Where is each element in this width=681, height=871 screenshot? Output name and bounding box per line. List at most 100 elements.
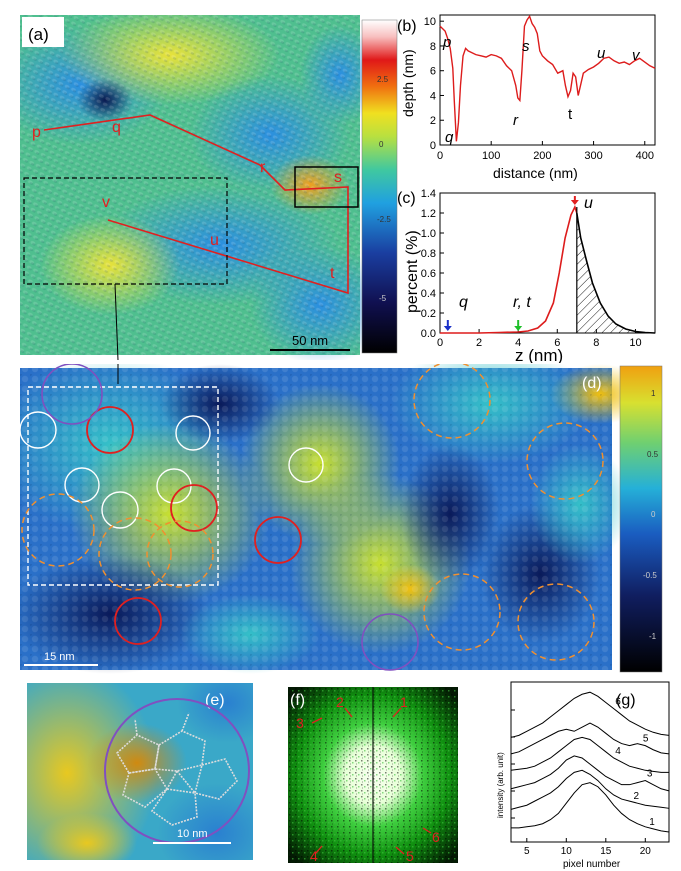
circles-purple <box>41 364 419 671</box>
panel-g-frame <box>510 681 670 843</box>
annot-b-s: s <box>522 38 530 55</box>
dashed-box-a <box>23 177 228 285</box>
colorbar-a-tick-0: 2.5 <box>377 75 389 84</box>
annot-b-u: u <box>597 45 606 62</box>
g-series-1-label: 1 <box>649 817 655 828</box>
g-series-6-line <box>510 691 670 738</box>
c-ytick-label-5: 1.0 <box>421 228 436 240</box>
panel-b: 0 100 200 300 400 0 2 4 6 8 10 (b) depth (nm) dist… <box>397 14 656 181</box>
colorbar-a-tick-2: -2.5 <box>377 215 391 224</box>
hatched-region <box>576 213 655 333</box>
panel-g-label: (g) <box>616 692 636 709</box>
point-r: r <box>260 159 266 176</box>
c-arrow-head-1 <box>514 326 523 331</box>
b-ytick-label-0: 0 <box>430 140 436 152</box>
fft-marker-1: 1 <box>400 694 408 710</box>
c-ytick-label-1: 0.2 <box>421 308 436 320</box>
panel-c: 0 2 4 6 8 10 0.0 0.2 0.4 0.6 0.8 1.0 1.2 1.4 (c) perc… <box>397 188 656 363</box>
b-xtick-label-1: 100 <box>482 150 500 162</box>
colorbar-a: 2.5 0 -2.5 -5 <box>361 19 398 354</box>
panel-c-ylabel: percent (%) <box>404 230 421 313</box>
panel-c-frame <box>439 192 656 334</box>
b-ytick-label-4: 8 <box>430 41 436 53</box>
fft-marker-4: 4 <box>310 848 318 863</box>
b-ytick-label-2: 4 <box>430 90 436 102</box>
c-ytick-label-4: 0.8 <box>421 248 436 260</box>
g-xtick-label-1: 10 <box>561 846 573 857</box>
scalebar-e-label: 10 nm <box>177 828 208 840</box>
panel-b-ylabel: depth (nm) <box>400 49 416 117</box>
point-q: q <box>112 119 121 136</box>
c-ytick-label-7: 1.4 <box>421 188 436 200</box>
g-series-5-line <box>510 722 670 755</box>
c-xtick-label-4: 8 <box>593 337 599 349</box>
panel-g-xlabel: pixel number <box>563 859 621 870</box>
point-v: v <box>102 194 110 211</box>
depth-profile-line <box>439 14 656 142</box>
g-series-2-label: 2 <box>633 791 639 802</box>
colorbar-a-tick-1: 0 <box>379 140 384 149</box>
g-series-1-line <box>511 782 670 833</box>
panel-f: (f) 1 2 3 4 5 6 <box>288 687 458 863</box>
panel-a-label: (a) <box>28 25 49 44</box>
panel-d: (d) 15 nm 1 0.5 0 -0.5 -1 <box>20 364 663 674</box>
annot-c-rt: r, t <box>513 294 531 311</box>
box-s <box>294 166 359 208</box>
colorbar-d-tick-3: -0.5 <box>643 571 657 580</box>
fft-marker-2: 2 <box>336 694 344 710</box>
fft-marker-3: 3 <box>296 715 304 731</box>
annot-b-t: t <box>568 106 573 123</box>
g-xtick-label-3: 20 <box>640 846 652 857</box>
distribution-curve-right <box>576 212 656 334</box>
colorbar-d-tick-2: 0 <box>651 510 656 519</box>
c-xtick-label-3: 6 <box>554 337 560 349</box>
path-line-a <box>43 114 349 295</box>
b-ytick-label-3: 6 <box>430 66 436 78</box>
annot-c-u: u <box>584 195 593 212</box>
c-xtick-label-2: 4 <box>515 337 521 349</box>
c-ytick-label-6: 1.2 <box>421 208 436 220</box>
annot-b-r: r <box>513 112 519 129</box>
panel-a-label-box <box>22 17 64 47</box>
distribution-curve-left <box>440 204 578 334</box>
annot-c-q: q <box>459 294 468 311</box>
c-arrow-head-2 <box>570 200 579 205</box>
panel-d-label: (d) <box>582 375 602 392</box>
panel-f-label: (f) <box>290 692 305 709</box>
g-series-4-line <box>510 736 669 773</box>
g-xtick-label-2: 15 <box>600 846 612 857</box>
panel-b-frame <box>439 14 656 146</box>
panel-e-label: (e) <box>205 692 225 709</box>
panel-b-label: (b) <box>397 18 417 35</box>
circles-red <box>86 406 302 645</box>
pentagon-lattice <box>115 712 238 826</box>
fft-marker-6: 6 <box>432 829 440 845</box>
annot-b-v: v <box>632 47 641 64</box>
scalebar-a-label: 50 nm <box>292 333 328 348</box>
c-xtick-label-1: 2 <box>476 337 482 349</box>
point-s: s <box>334 169 342 186</box>
panel-e: (e) 10 nm <box>27 683 253 860</box>
scalebar-d-label: 15 nm <box>44 651 75 663</box>
c-arrow-head-0 <box>443 326 452 331</box>
c-xtick-label-0: 0 <box>437 337 443 349</box>
b-xtick-label-4: 400 <box>636 150 654 162</box>
c-xtick-label-5: 10 <box>629 337 641 349</box>
panel-b-xlabel: distance (nm) <box>493 165 578 181</box>
fft-image <box>288 687 458 863</box>
b-xtick-label-0: 0 <box>437 150 443 162</box>
g-series-5-label: 5 <box>643 734 649 745</box>
fft-spot-arrows <box>311 707 432 855</box>
c-ytick-label-3: 0.6 <box>421 268 436 280</box>
c-ytick-label-0: 0.0 <box>421 328 436 340</box>
c-ytick-label-2: 0.4 <box>421 288 436 300</box>
colorbar-a-tick-3: -5 <box>379 294 387 303</box>
fft-marker-5: 5 <box>406 848 414 863</box>
g-series-2-line <box>510 769 670 810</box>
afm-image-a <box>20 15 390 360</box>
dashed-box-d <box>27 386 219 586</box>
panel-c-label: (c) <box>397 190 416 207</box>
colorbar-d-tick-4: -1 <box>649 632 657 641</box>
point-p: p <box>32 124 41 141</box>
